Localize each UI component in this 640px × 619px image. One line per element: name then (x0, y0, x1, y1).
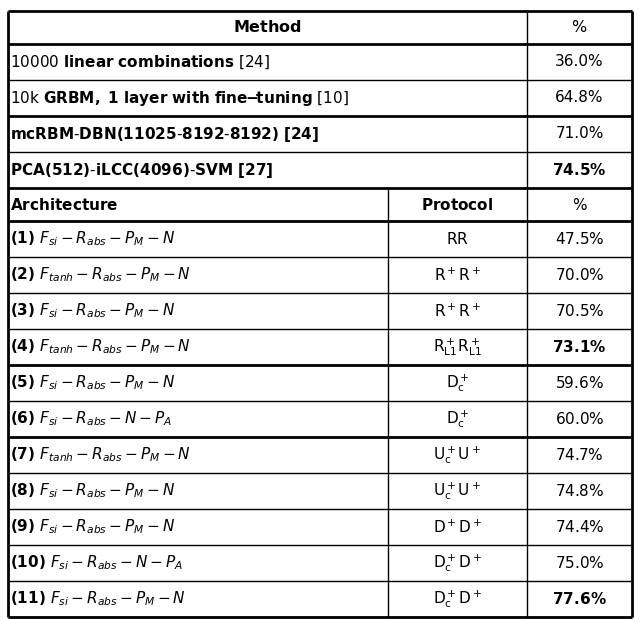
Text: $\mathrm{R^+_{L1}R^+_{L1}}$: $\mathrm{R^+_{L1}R^+_{L1}}$ (433, 336, 482, 358)
Text: $47.5\%$: $47.5\%$ (555, 231, 604, 247)
Text: $\mathbf{(4)}\ F_{tanh} - R_{abs} - P_M - N$: $\mathbf{(4)}\ F_{tanh} - R_{abs} - P_M … (10, 337, 191, 357)
Text: $\mathbf{(7)}\ F_{tanh} - R_{abs} - P_M - N$: $\mathbf{(7)}\ F_{tanh} - R_{abs} - P_M … (10, 446, 191, 464)
Text: $\mathbf{Protocol}$: $\mathbf{Protocol}$ (421, 196, 493, 212)
Text: $\mathbf{77.6\%}$: $\mathbf{77.6\%}$ (552, 591, 607, 607)
Text: $\mathbf{(6)}\ F_{si} - R_{abs} - N - P_A$: $\mathbf{(6)}\ F_{si} - R_{abs} - N - P_… (10, 410, 172, 428)
Text: $\mathrm{D^+_c}$: $\mathrm{D^+_c}$ (445, 372, 469, 394)
Text: $\mathrm{RR}$: $\mathrm{RR}$ (446, 231, 469, 247)
Text: $70.5\%$: $70.5\%$ (555, 303, 604, 319)
Text: $\mathrm{D^+_cD^+}$: $\mathrm{D^+_cD^+}$ (433, 588, 482, 610)
Text: $\mathrm{R^+R^+}$: $\mathrm{R^+R^+}$ (434, 266, 481, 284)
Text: $\mathrm{D^+_cD^+}$: $\mathrm{D^+_cD^+}$ (433, 552, 482, 574)
Text: $\mathbf{(3)}\ F_{si} - R_{abs} - P_M - N$: $\mathbf{(3)}\ F_{si} - R_{abs} - P_M - … (10, 301, 175, 321)
Text: $\%$: $\%$ (572, 20, 588, 35)
Text: $\mathrm{D^+_c}$: $\mathrm{D^+_c}$ (445, 408, 469, 430)
Text: $\mathbf{73.1\%}$: $\mathbf{73.1\%}$ (552, 339, 607, 355)
Text: $74.4\%$: $74.4\%$ (555, 519, 604, 535)
Text: $74.8\%$: $74.8\%$ (555, 483, 604, 499)
Text: $74.7\%$: $74.7\%$ (556, 447, 604, 463)
Text: 10k $\mathbf{GRBM,\ 1\ layer\ with\ fine\!\!-\!\!tuning}$ [10]: 10k $\mathbf{GRBM,\ 1\ layer\ with\ fine… (10, 89, 349, 108)
Text: $\mathbf{(8)}\ F_{si} - R_{abs} - P_M - N$: $\mathbf{(8)}\ F_{si} - R_{abs} - P_M - … (10, 482, 175, 500)
Text: $\mathbf{(5)}\ F_{si} - R_{abs} - P_M - N$: $\mathbf{(5)}\ F_{si} - R_{abs} - P_M - … (10, 374, 175, 392)
Text: $60.0\%$: $60.0\%$ (555, 411, 604, 427)
Text: 64.8%: 64.8% (556, 90, 604, 105)
Text: $\mathrm{D^+D^+}$: $\mathrm{D^+D^+}$ (433, 518, 482, 535)
Text: $\mathbf{(10)}\ F_{si} - R_{abs} - N - P_A$: $\mathbf{(10)}\ F_{si} - R_{abs} - N - P… (10, 553, 183, 573)
Text: $\mathrm{U^+_cU^+}$: $\mathrm{U^+_cU^+}$ (433, 480, 481, 502)
Text: $\mathbf{(2)}\ F_{tanh} - R_{abs} - P_M - N$: $\mathbf{(2)}\ F_{tanh} - R_{abs} - P_M … (10, 266, 191, 284)
Text: $\mathbf{(1)}\ F_{si} - R_{abs} - P_M - N$: $\mathbf{(1)}\ F_{si} - R_{abs} - P_M - … (10, 230, 175, 248)
Text: $\mathbf{mcRBM\text{-}DBN(11025\text{-}8192\text{-}8192)\ [24]}$: $\mathbf{mcRBM\text{-}DBN(11025\text{-}8… (10, 124, 319, 144)
Text: 10000 $\mathbf{linear\ combinations}$ [24]: 10000 $\mathbf{linear\ combinations}$ [2… (10, 53, 270, 71)
Text: $\mathrm{R^+R^+}$: $\mathrm{R^+R^+}$ (434, 302, 481, 319)
Text: $\mathbf{Method}$: $\mathbf{Method}$ (233, 20, 302, 35)
Text: $\mathbf{Architecture}$: $\mathbf{Architecture}$ (10, 196, 118, 212)
Text: $\mathbf{PCA(512)\text{-}iLCC(4096)\text{-}SVM\ [27]}$: $\mathbf{PCA(512)\text{-}iLCC(4096)\text… (10, 160, 273, 180)
Text: 71.0%: 71.0% (556, 126, 604, 142)
Text: $75.0\%$: $75.0\%$ (555, 555, 604, 571)
Text: $\%$: $\%$ (572, 196, 588, 212)
Text: $\mathbf{(11)}\ F_{si} - R_{abs} - P_M - N$: $\mathbf{(11)}\ F_{si} - R_{abs} - P_M -… (10, 590, 186, 608)
Text: $\mathbf{(9)}\ F_{si} - R_{abs} - P_M - N$: $\mathbf{(9)}\ F_{si} - R_{abs} - P_M - … (10, 517, 175, 536)
Text: $70.0\%$: $70.0\%$ (555, 267, 604, 283)
Text: $59.6\%$: $59.6\%$ (555, 375, 604, 391)
Text: $\mathrm{U^+_cU^+}$: $\mathrm{U^+_cU^+}$ (433, 444, 481, 466)
Text: $\mathbf{74.5\%}$: $\mathbf{74.5\%}$ (552, 162, 607, 178)
Text: 36.0%: 36.0% (555, 54, 604, 69)
